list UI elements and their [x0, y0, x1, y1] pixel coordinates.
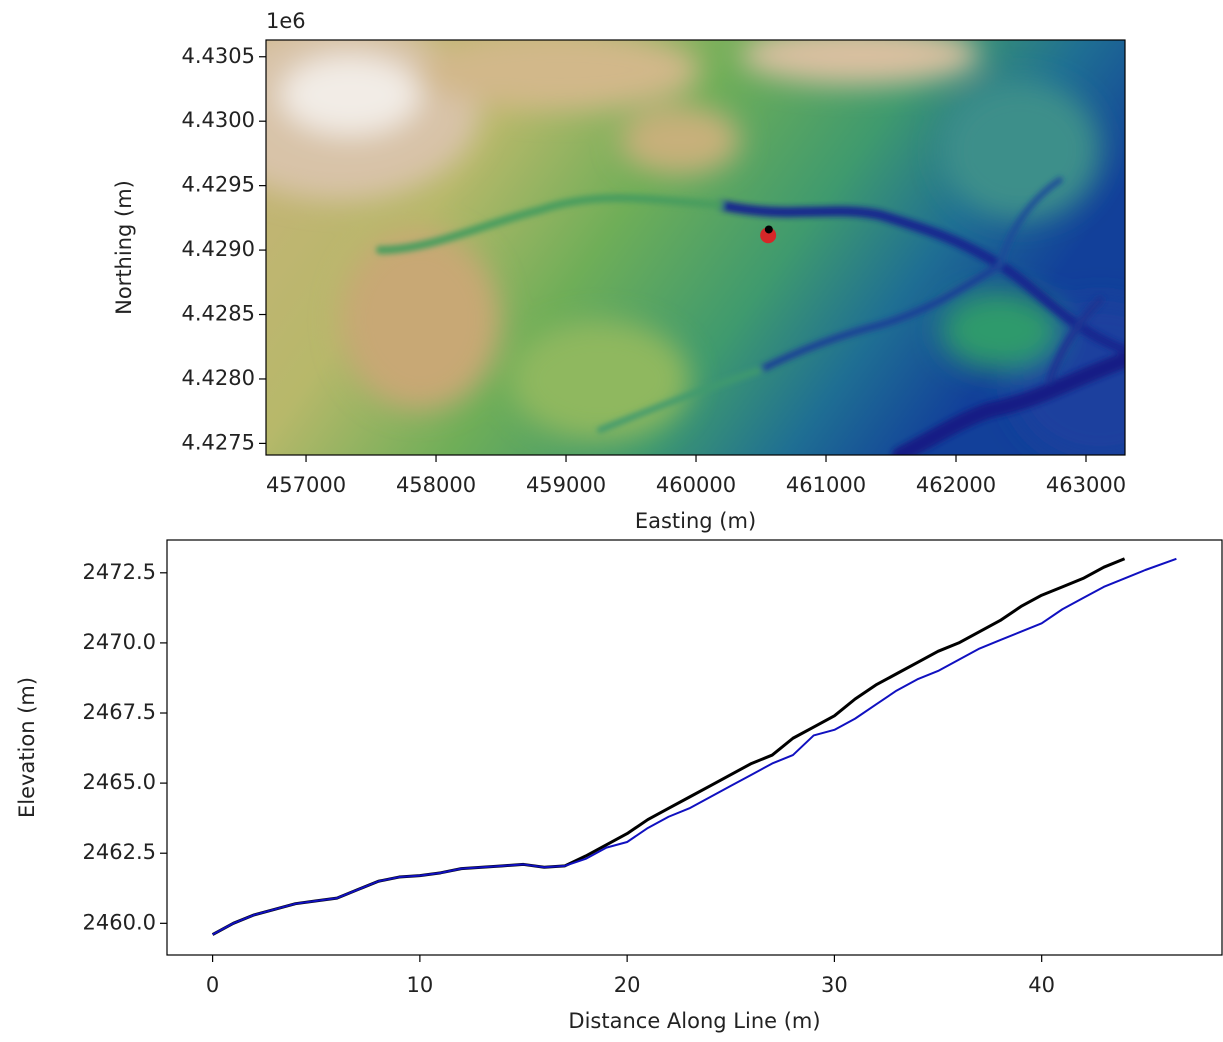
y-tick-label: 4.4280: [182, 366, 255, 390]
y-tick-label: 4.4305: [182, 44, 255, 68]
x-tick-label: 40: [1028, 973, 1055, 997]
terrain-image: [266, 40, 1125, 455]
y-tick-label: 2472.5: [83, 560, 156, 584]
y-tick-label: 4.4290: [182, 237, 255, 261]
y-tick-label: 2465.0: [83, 770, 156, 794]
x-tick-label: 461000: [786, 473, 866, 497]
y-axis-label: Elevation (m): [15, 677, 39, 818]
x-tick-label: 462000: [916, 473, 996, 497]
profile-line: [211, 557, 1126, 936]
y-tick-label: 4.4295: [182, 173, 255, 197]
axes-frame: [166, 539, 1223, 956]
y-tick-label: 4.4275: [182, 430, 255, 454]
x-tick-label: 463000: [1046, 473, 1126, 497]
y-tick-label: 4.4285: [182, 302, 255, 326]
y-axis-label: Northing (m): [112, 180, 136, 315]
x-tick-label: 460000: [656, 473, 736, 497]
x-tick-label: 457000: [266, 473, 346, 497]
y-tick-label: 2467.5: [83, 700, 156, 724]
x-tick-label: 0: [206, 973, 219, 997]
y-tick-label: 2460.0: [83, 910, 156, 934]
x-axis-label: Distance Along Line (m): [568, 1009, 820, 1033]
x-tick-label: 458000: [396, 473, 476, 497]
x-tick-label: 10: [407, 973, 434, 997]
y-tick-label: 4.4300: [182, 108, 255, 132]
y-tick-label: 2470.0: [83, 630, 156, 654]
axis-offset-text: 1e6: [266, 9, 306, 33]
profile-line: [212, 557, 1177, 936]
x-tick-label: 30: [821, 973, 848, 997]
x-tick-label: 20: [614, 973, 641, 997]
y-tick-label: 2462.5: [83, 840, 156, 864]
x-tick-label: 459000: [526, 473, 606, 497]
point-marker: [764, 225, 773, 234]
x-axis-label: Easting (m): [635, 509, 756, 533]
